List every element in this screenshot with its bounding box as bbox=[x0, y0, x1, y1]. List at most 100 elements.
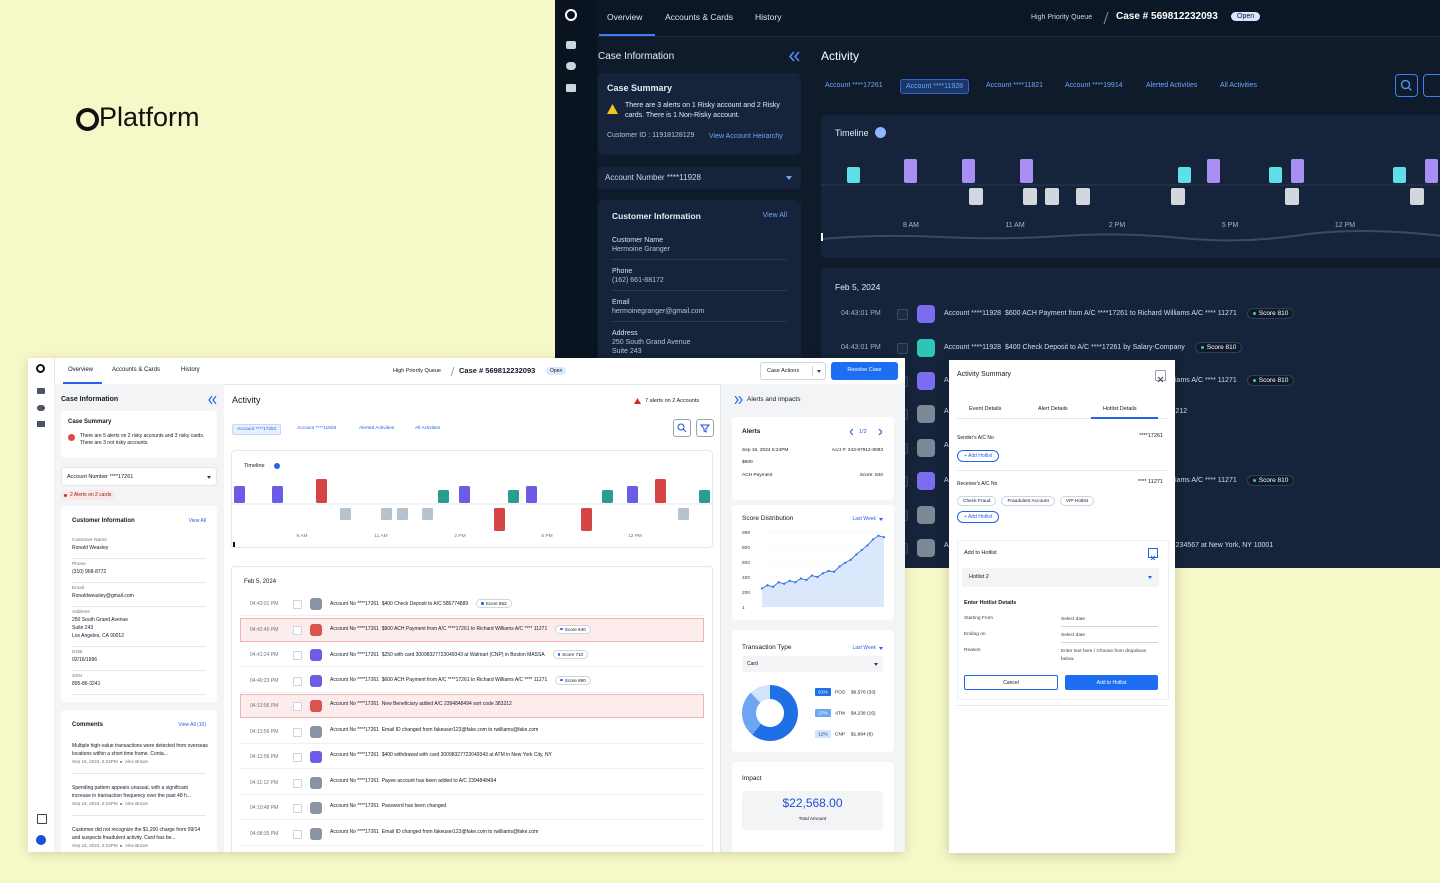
checkbox[interactable] bbox=[897, 309, 908, 320]
divider bbox=[1061, 642, 1158, 643]
field-value: Ronald Weasley bbox=[72, 545, 109, 551]
expand[interactable] bbox=[734, 396, 743, 404]
tab[interactable]: Event Details bbox=[969, 406, 1002, 412]
rail-icon[interactable] bbox=[37, 388, 45, 394]
timeline-event bbox=[381, 508, 392, 520]
tab[interactable]: Alerted Activities bbox=[1146, 82, 1198, 89]
view-all[interactable]: View All bbox=[762, 212, 787, 219]
rail-icon[interactable] bbox=[566, 41, 576, 49]
resolve-button[interactable]: Resolve Case bbox=[831, 362, 898, 380]
checkbox[interactable] bbox=[293, 829, 302, 839]
checkbox[interactable] bbox=[293, 600, 302, 609]
case-actions[interactable]: Case Actions bbox=[760, 362, 826, 380]
tab[interactable]: Account ****17261 bbox=[232, 424, 282, 435]
filter-dropdown[interactable]: Card bbox=[742, 656, 883, 672]
field-label: Email bbox=[612, 299, 630, 306]
field-label: DOB bbox=[72, 650, 83, 655]
checkbox[interactable] bbox=[293, 727, 302, 737]
field-label: Reason bbox=[964, 648, 981, 653]
queue[interactable]: High Priority Queue bbox=[1031, 14, 1093, 21]
filter-button[interactable] bbox=[696, 419, 714, 437]
collapse[interactable] bbox=[208, 396, 217, 404]
rail-icon[interactable] bbox=[37, 421, 45, 427]
nav-underline bbox=[599, 34, 655, 36]
checkbox[interactable] bbox=[293, 676, 302, 686]
score-dot bbox=[560, 627, 563, 631]
field-value: hermoinegranger@gmail.com bbox=[612, 308, 705, 315]
point bbox=[866, 544, 869, 547]
tab[interactable]: Hotlist Details bbox=[1103, 406, 1137, 412]
next[interactable] bbox=[878, 429, 882, 435]
caret bbox=[1148, 576, 1152, 579]
tab[interactable]: Account ****11928 bbox=[297, 426, 337, 431]
hotlist-dropdown[interactable]: Hotlist 2 bbox=[962, 568, 1159, 587]
queue[interactable]: High Priority Queue bbox=[393, 368, 441, 374]
nav-item[interactable]: Overview bbox=[68, 367, 94, 373]
rail-icon[interactable] bbox=[37, 814, 47, 824]
view-all[interactable]: View All bbox=[188, 518, 206, 524]
point bbox=[794, 581, 797, 584]
timeline-event bbox=[1076, 188, 1090, 205]
y-tick-label: 800 bbox=[742, 545, 750, 551]
checkbox[interactable] bbox=[293, 702, 302, 711]
close[interactable] bbox=[1148, 548, 1158, 561]
activity-summary-panel: Activity Summary Event Details Alert Deta… bbox=[949, 360, 1175, 853]
divider bbox=[612, 290, 787, 291]
nav-item[interactable]: Overview bbox=[607, 12, 643, 22]
rail-icon[interactable] bbox=[566, 62, 576, 70]
period[interactable]: Last Week bbox=[852, 516, 876, 522]
side-rail bbox=[28, 358, 55, 852]
checkbox[interactable] bbox=[293, 625, 302, 635]
account-dropdown[interactable]: Account Number ****11928 bbox=[598, 167, 801, 189]
tab[interactable]: Account ****11821 bbox=[986, 82, 1044, 89]
info-icon[interactable] bbox=[875, 127, 886, 138]
rail-icon[interactable] bbox=[566, 84, 576, 92]
tab[interactable]: Account ****11928 bbox=[900, 79, 970, 94]
button-label: Resolve Case bbox=[847, 367, 882, 373]
alert-icon bbox=[68, 434, 75, 441]
y-tick-label: 400 bbox=[742, 575, 750, 581]
tab[interactable]: Alert Details bbox=[1038, 406, 1068, 412]
checkbox[interactable] bbox=[897, 343, 908, 354]
checkbox[interactable] bbox=[293, 753, 302, 762]
button-label: Add to Hotlist bbox=[1096, 680, 1127, 686]
checkbox[interactable] bbox=[293, 651, 302, 660]
prev[interactable] bbox=[850, 429, 854, 435]
score-pill: Score 810 bbox=[1194, 342, 1243, 353]
checkbox[interactable] bbox=[293, 778, 302, 788]
collapse[interactable] bbox=[788, 51, 800, 62]
row: Account No ****17261 $400 withdrawal wit… bbox=[330, 752, 552, 758]
tab[interactable]: All Activities bbox=[1220, 82, 1257, 89]
search-button[interactable] bbox=[1395, 74, 1418, 97]
nav-item[interactable]: Accounts & Cards bbox=[665, 12, 734, 22]
tab[interactable]: Account ****17261 bbox=[825, 82, 883, 89]
cancel-button[interactable]: Cancel bbox=[964, 675, 1058, 690]
timeline-event bbox=[438, 490, 449, 503]
customer-id: Customer ID : 11918128129 bbox=[607, 132, 695, 139]
tab[interactable]: Alerted Activities bbox=[359, 426, 395, 431]
warning-icon bbox=[607, 104, 618, 114]
divider bbox=[72, 670, 206, 671]
link[interactable]: View Account Heirarchy bbox=[709, 133, 783, 140]
nav-item[interactable]: Accounts & Cards bbox=[112, 367, 161, 373]
view-all[interactable]: View All (10) bbox=[178, 722, 206, 728]
search-button[interactable] bbox=[673, 419, 691, 437]
period[interactable]: Last Week bbox=[852, 645, 876, 651]
nav-item[interactable]: History bbox=[755, 12, 782, 22]
info-icon[interactable] bbox=[274, 463, 280, 469]
filter-button[interactable] bbox=[1423, 74, 1440, 97]
row-box bbox=[240, 643, 704, 667]
add-hotlist[interactable]: + Add Hotlist bbox=[957, 450, 1000, 462]
close[interactable] bbox=[1155, 370, 1166, 383]
add-hotlist[interactable]: + Add Hotlist bbox=[957, 511, 1000, 523]
avatar[interactable] bbox=[36, 835, 46, 845]
checkbox[interactable] bbox=[293, 804, 302, 813]
impact-caption: Total Amount bbox=[798, 817, 827, 822]
account-dropdown[interactable]: Account Number ****17261 bbox=[61, 467, 217, 486]
field-value: Hermoine Granger bbox=[612, 246, 670, 253]
submit-button[interactable]: Add to Hotlist bbox=[1065, 675, 1158, 690]
rail-icon[interactable] bbox=[37, 405, 45, 411]
nav-item[interactable]: History bbox=[181, 367, 200, 373]
tab[interactable]: All Activities bbox=[415, 426, 441, 431]
tab[interactable]: Account ****19914 bbox=[1065, 82, 1123, 89]
